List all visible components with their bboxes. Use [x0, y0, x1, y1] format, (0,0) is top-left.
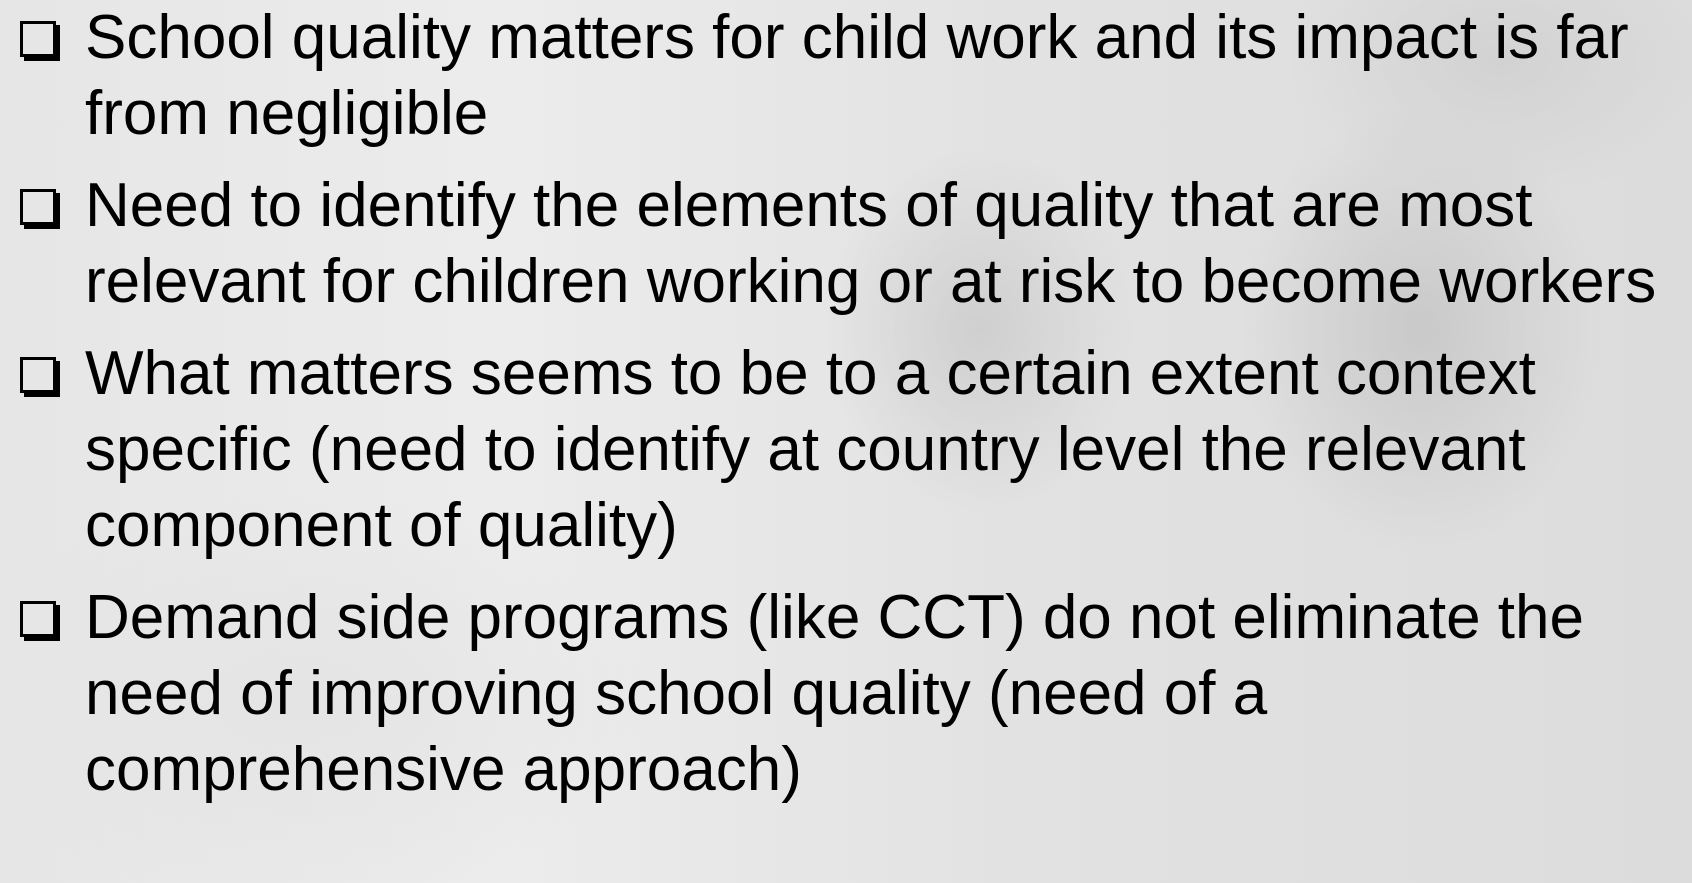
bullet-text: Demand side programs (like CCT) do not e… — [85, 583, 1584, 804]
bullet-text: Need to identify the elements of quality… — [85, 171, 1657, 316]
bullet-text: School quality matters for child work an… — [85, 3, 1629, 148]
bullet-text: What matters seems to be to a certain ex… — [85, 339, 1536, 560]
bullet: Need to identify the elements of quality… — [0, 168, 1665, 320]
bullet-box — [20, 21, 56, 57]
bullet: School quality matters for child work an… — [0, 0, 1665, 152]
bullet: Demand side programs (like CCT) do not e… — [0, 580, 1665, 808]
bullet-box — [20, 357, 56, 393]
bullet: What matters seems to be to a certain ex… — [0, 336, 1665, 564]
bullet-box — [20, 189, 56, 225]
bullet-box — [20, 601, 56, 637]
bullet-list: School quality matters for child work an… — [0, 0, 1665, 808]
